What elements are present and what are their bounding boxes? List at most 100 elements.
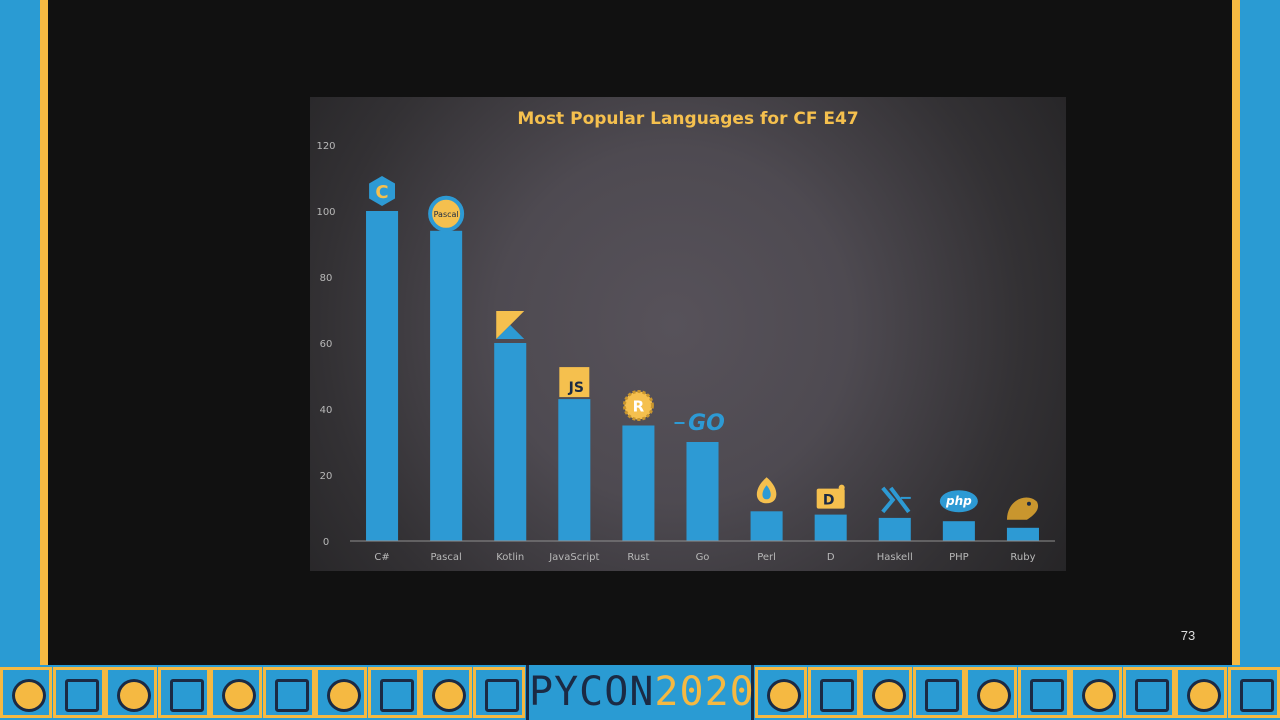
bar [750,511,783,541]
svg-text:php: php [945,494,972,508]
x-tick-label: D [827,552,835,563]
footer-right-tile [1227,667,1280,718]
x-tick-label: JavaScript [548,552,599,563]
y-tick-label: 60 [320,339,333,350]
chart-svg: Most Popular Languages for CF E47 0 20 40 6… [316,109,1055,563]
bars [366,211,1039,542]
pattern-icon [12,679,46,712]
pattern-icon [872,679,906,712]
footer-left-tile [52,667,105,718]
x-tick-label: Ruby [1010,552,1035,563]
footer-left-tile [0,667,52,718]
pycon-logo: PYCON2020 [526,665,754,720]
x-axis: C# Pascal Kotlin JavaScript Rust Go Perl D Haske… [350,540,1055,563]
pattern-icon [327,679,361,712]
y-tick-label: 100 [316,207,335,218]
x-tick-label: Go [696,552,710,563]
pattern-icon [274,679,309,712]
svg-text:Pascal: Pascal [434,210,459,219]
bar [494,343,527,541]
bar [622,425,655,541]
rust-logo-icon: R [622,390,654,421]
footer-right-tile [1070,667,1122,718]
footer-right-tile [912,667,965,718]
x-tick-label: PHP [949,552,969,563]
footer-right-tile [1017,667,1070,718]
x-tick-label: Rust [627,552,649,563]
d-logo-icon: D [816,484,845,509]
footer-right-tile [860,667,912,718]
pattern-icon [432,679,466,712]
footer-right-tile [965,667,1017,718]
pattern-icon [767,679,801,712]
footer-banner: PYCON2020 [0,665,1280,720]
footer-left-tile [472,667,525,718]
bar [878,517,911,541]
pattern-icon [117,679,151,712]
pattern-icon [819,679,854,712]
footer-left-tile [315,667,367,718]
y-tick-label: 120 [316,141,335,152]
footer-right-tile [1175,667,1227,718]
footer-right-tile [1122,667,1175,718]
svg-text:R: R [633,398,645,416]
pattern-icon [222,679,256,712]
footer-left-tile [157,667,210,718]
pattern-icon [484,679,519,712]
pycon-logo-word: PYCON [529,669,655,715]
y-tick-label: 0 [323,537,329,548]
bar [814,514,847,541]
pattern-icon [64,679,99,712]
y-axis: 0 20 40 60 80 100 120 [316,141,335,548]
bar [686,442,719,541]
y-tick-label: 80 [320,273,333,284]
pattern-icon [977,679,1011,712]
x-tick-label: Kotlin [496,552,524,563]
pattern-icon [1082,679,1116,712]
x-tick-label: Haskell [877,552,913,563]
pycon-logo-year: 2020 [654,669,755,715]
chart-title: Most Popular Languages for CF E47 [517,109,858,129]
ruby-logo-icon [1006,497,1039,520]
x-tick-label: C# [374,552,389,563]
svg-text:C: C [375,182,388,203]
bar [942,521,975,541]
bar [1006,527,1039,541]
footer-left-tile [420,667,472,718]
bar-chart: Most Popular Languages for CF E47 0 20 40 6… [310,97,1066,571]
pascal-logo-icon: Pascal [428,195,465,232]
footer-right-tile [755,667,807,718]
svg-text:D: D [823,493,835,509]
php-logo-icon: php [939,490,978,513]
pattern-icon [379,679,414,712]
pattern-icon [169,679,204,712]
slide: Most Popular Languages for CF E47 0 20 40 6… [40,0,1240,665]
x-tick-label: Pascal [430,552,461,563]
javascript-logo-icon: JS [559,367,590,398]
go-logo-icon: GO [674,411,725,436]
pattern-icon [1187,679,1221,712]
footer-left-tile [105,667,157,718]
svg-text:GO: GO [688,411,725,436]
pattern-icon [1239,679,1274,712]
svg-text:JS: JS [568,380,584,396]
bar [366,211,399,541]
x-tick-label: Perl [757,552,776,563]
footer-left-tile [262,667,315,718]
kotlin-logo-icon [496,311,525,339]
perl-logo-icon [756,477,777,504]
pattern-icon [1134,679,1169,712]
pattern-icon [1029,679,1064,712]
pattern-icon [924,679,959,712]
csharp-logo-icon: C [369,176,395,206]
bar [558,399,591,541]
bar [430,230,463,542]
y-tick-label: 40 [320,405,333,416]
footer-left-tile [367,667,420,718]
footer-left-tile [210,667,262,718]
language-logos: C Pascal JS R GO D php [369,176,1039,520]
y-tick-label: 20 [320,471,333,482]
haskell-logo-icon [881,486,911,514]
footer-right-tile [807,667,860,718]
page-number: 73 [1180,628,1196,643]
